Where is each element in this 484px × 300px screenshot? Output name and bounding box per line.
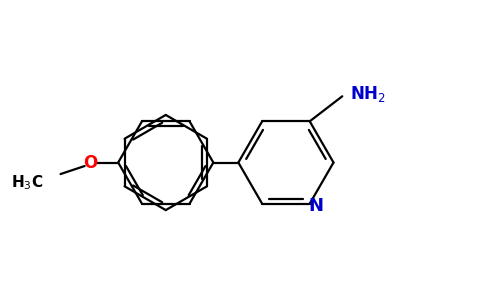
Text: H$_3$C: H$_3$C: [11, 173, 43, 192]
Text: NH$_2$: NH$_2$: [350, 84, 386, 104]
Text: O: O: [84, 154, 98, 172]
Text: N: N: [308, 197, 323, 215]
